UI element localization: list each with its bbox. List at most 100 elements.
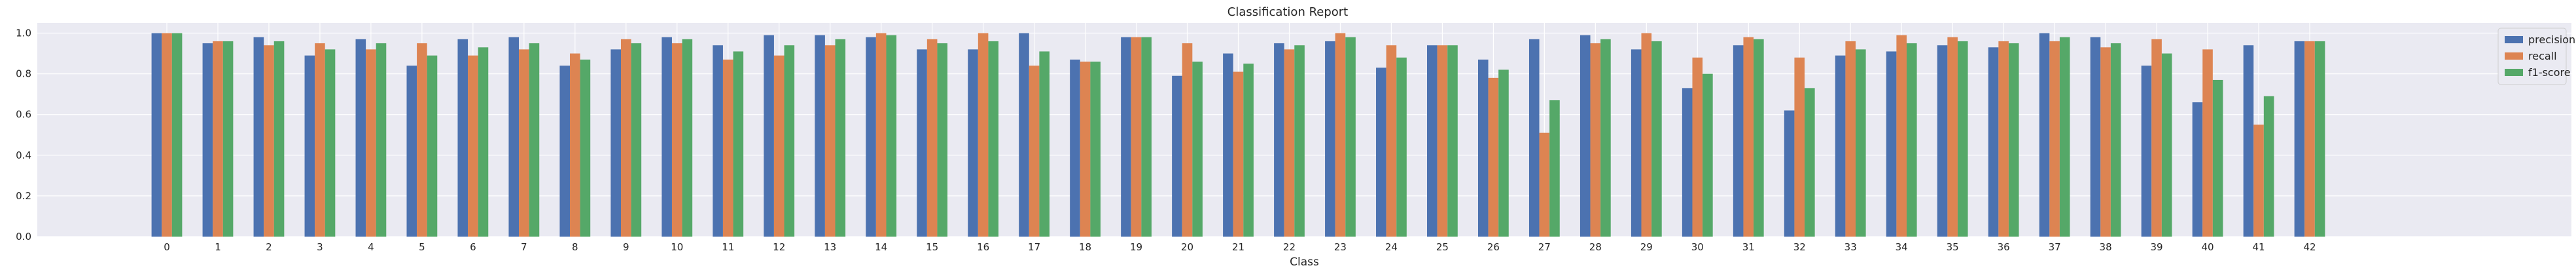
bar-recall-class-15 [926, 39, 938, 237]
bar-recall-class-19 [1131, 37, 1142, 237]
bar-precision-class-39 [2141, 66, 2152, 237]
legend: precision recall f1-score [2497, 28, 2575, 85]
legend-swatch-f1-score [2505, 69, 2523, 76]
bar-f1-score-class-31 [1754, 39, 1764, 237]
x-tick-label: 3 [317, 241, 323, 253]
bar-precision-class-2 [253, 37, 264, 237]
x-tick-label: 1 [215, 241, 221, 253]
x-tick-label: 19 [1130, 241, 1142, 253]
x-tick-label: 6 [470, 241, 476, 253]
bar-recall-class-9 [620, 39, 631, 237]
x-axis-ticks: 0 1 2 3 4 5 6 7 8 9 10 11 12 13 14 15 16 17 18 19 20 21 22 23 24… [164, 241, 2316, 253]
bar-precision-class-5 [406, 66, 417, 237]
bar-f1-score-class-6 [478, 47, 489, 237]
bar-f1-score-class-17 [1039, 51, 1050, 237]
legend-swatch-precision [2505, 36, 2523, 43]
bar-precision-class-24 [1376, 68, 1386, 237]
bar-precision-class-21 [1223, 53, 1233, 237]
x-tick-label: 23 [1334, 241, 1347, 253]
bar-f1-score-class-38 [2110, 43, 2121, 237]
bar-f1-score-class-15 [937, 43, 948, 237]
x-tick-label: 35 [1947, 241, 1959, 253]
x-tick-label: 20 [1181, 241, 1193, 253]
bar-f1-score-class-41 [2263, 96, 2274, 237]
x-tick-label: 8 [572, 241, 578, 253]
x-tick-label: 41 [2252, 241, 2265, 253]
bar-precision-class-40 [2192, 102, 2203, 237]
bar-f1-score-class-1 [222, 41, 234, 237]
bar-precision-class-42 [2294, 41, 2305, 237]
bar-f1-score-class-18 [1090, 61, 1101, 237]
bar-precision-class-31 [1733, 45, 1744, 237]
bar-precision-class-35 [1937, 45, 1948, 237]
x-tick-label: 18 [1079, 241, 1091, 253]
bar-precision-class-18 [1070, 59, 1080, 237]
bar-f1-score-class-14 [886, 35, 897, 237]
x-tick-label: 14 [875, 241, 887, 253]
bar-f1-score-class-35 [1957, 41, 1968, 237]
bar-f1-score-class-39 [2161, 53, 2172, 237]
bar-recall-class-16 [978, 33, 989, 237]
bar-recall-class-27 [1539, 132, 1550, 237]
bar-f1-score-class-20 [1192, 61, 1203, 237]
bar-f1-score-class-19 [1141, 37, 1152, 237]
bar-f1-score-class-32 [1805, 88, 1815, 237]
x-tick-label: 25 [1436, 241, 1449, 253]
legend-label-recall: recall [2528, 50, 2557, 62]
bar-f1-score-class-27 [1549, 100, 1560, 237]
x-tick-label: 34 [1896, 241, 1908, 253]
bar-recall-class-22 [1284, 49, 1295, 237]
bar-precision-class-14 [866, 37, 876, 237]
bar-precision-class-22 [1274, 43, 1284, 237]
bar-recall-class-32 [1794, 57, 1805, 237]
bar-recall-class-41 [2253, 125, 2264, 237]
bar-precision-class-41 [2243, 45, 2254, 237]
bar-recall-class-17 [1029, 66, 1040, 237]
bar-precision-class-4 [355, 39, 366, 237]
bar-f1-score-class-40 [2212, 79, 2223, 237]
x-tick-label: 4 [368, 241, 374, 253]
bar-recall-class-29 [1641, 33, 1652, 237]
bar-recall-class-5 [417, 43, 427, 237]
bar-precision-class-36 [1988, 47, 1999, 237]
bar-recall-class-31 [1743, 37, 1754, 237]
bar-precision-class-3 [304, 55, 315, 237]
chart-title: Classification Report [1227, 5, 1349, 19]
bar-recall-class-7 [519, 49, 529, 237]
bar-precision-class-30 [1682, 88, 1693, 237]
bar-recall-class-11 [722, 59, 733, 237]
bar-precision-class-33 [1835, 55, 1846, 237]
bar-precision-class-27 [1528, 39, 1540, 237]
bar-precision-class-34 [1886, 51, 1897, 237]
x-tick-label: 17 [1028, 241, 1040, 253]
bar-recall-class-24 [1386, 45, 1397, 237]
bar-recall-class-14 [875, 33, 887, 237]
bar-f1-score-class-8 [580, 59, 591, 237]
bar-recall-class-34 [1896, 35, 1907, 237]
x-tick-label: 10 [671, 241, 683, 253]
bar-recall-class-33 [1845, 41, 1856, 237]
x-axis-title: Class [1290, 256, 1319, 269]
x-tick-label: 21 [1232, 241, 1244, 253]
y-tick-label: 0.8 [16, 68, 31, 80]
x-tick-label: 15 [926, 241, 938, 253]
bar-recall-class-26 [1488, 77, 1499, 237]
bar-precision-class-26 [1477, 59, 1489, 237]
y-tick-label: 0.6 [16, 109, 31, 121]
bar-recall-class-18 [1080, 61, 1091, 237]
bar-recall-class-2 [264, 45, 274, 237]
x-tick-label: 32 [1793, 241, 1806, 253]
bar-recall-class-6 [468, 55, 478, 237]
bar-f1-score-class-0 [171, 33, 183, 237]
bar-precision-class-10 [662, 37, 672, 237]
x-tick-label: 39 [2151, 241, 2163, 253]
bar-precision-class-25 [1427, 45, 1438, 237]
legend-swatch-recall [2505, 52, 2523, 60]
bar-f1-score-class-33 [1856, 49, 1866, 237]
bar-recall-class-39 [2151, 39, 2162, 237]
legend-label-precision: precision [2528, 33, 2575, 46]
bar-recall-class-30 [1692, 57, 1703, 237]
bar-recall-class-3 [315, 43, 325, 237]
bar-recall-class-0 [162, 33, 172, 237]
